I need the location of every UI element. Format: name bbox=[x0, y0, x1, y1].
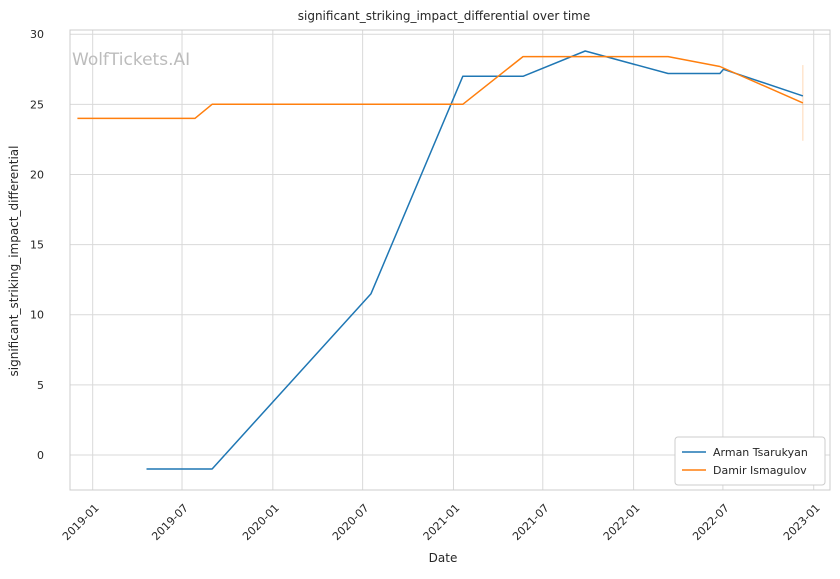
y-tick-label: 5 bbox=[37, 379, 44, 392]
legend: Arman Tsarukyan Damir Ismagulov bbox=[674, 436, 826, 486]
y-tick-label: 15 bbox=[30, 239, 44, 252]
chart-title: significant_striking_impact_differential… bbox=[298, 9, 590, 23]
y-tick-label: 30 bbox=[30, 28, 44, 41]
y-tick-label: 25 bbox=[30, 98, 44, 111]
x-gridlines bbox=[92, 30, 815, 490]
legend-label-damir-ismagulov: Damir Ismagulov bbox=[713, 464, 807, 477]
plot-frame bbox=[69, 29, 831, 491]
y-tick-label: 20 bbox=[30, 168, 44, 181]
x-tick-label: 2023-01 bbox=[781, 501, 823, 543]
x-tick-label: 2019-07 bbox=[149, 501, 191, 543]
y-tick-label: 0 bbox=[37, 449, 44, 462]
x-tick-labels: 2019-01 2019-07 2020-01 2020-07 2021-01 2021-… bbox=[60, 501, 823, 543]
y-tick-label: 10 bbox=[30, 309, 44, 322]
legend-box bbox=[674, 436, 826, 486]
x-axis-label: Date bbox=[429, 551, 458, 565]
series-line-arman-tsarukyan bbox=[146, 50, 804, 470]
series-line-damir-ismagulov bbox=[77, 55, 804, 120]
series-layer bbox=[77, 50, 804, 470]
legend-label-arman-tsarukyan: Arman Tsarukyan bbox=[713, 446, 808, 459]
x-tick-label: 2021-01 bbox=[421, 501, 463, 543]
y-tick-labels: 0 5 10 15 20 25 30 bbox=[30, 28, 44, 462]
x-tick-label: 2021-07 bbox=[510, 501, 552, 543]
x-tick-label: 2020-07 bbox=[330, 501, 372, 543]
watermark: WolfTickets.AI bbox=[72, 50, 190, 70]
x-tick-label: 2022-07 bbox=[690, 501, 732, 543]
x-tick-label: 2020-01 bbox=[240, 501, 282, 543]
x-tick-label: 2019-01 bbox=[60, 501, 102, 543]
x-tick-label: 2022-01 bbox=[601, 501, 643, 543]
y-gridlines bbox=[70, 33, 830, 456]
y-axis-label: significant_striking_impact_differential bbox=[7, 146, 21, 377]
